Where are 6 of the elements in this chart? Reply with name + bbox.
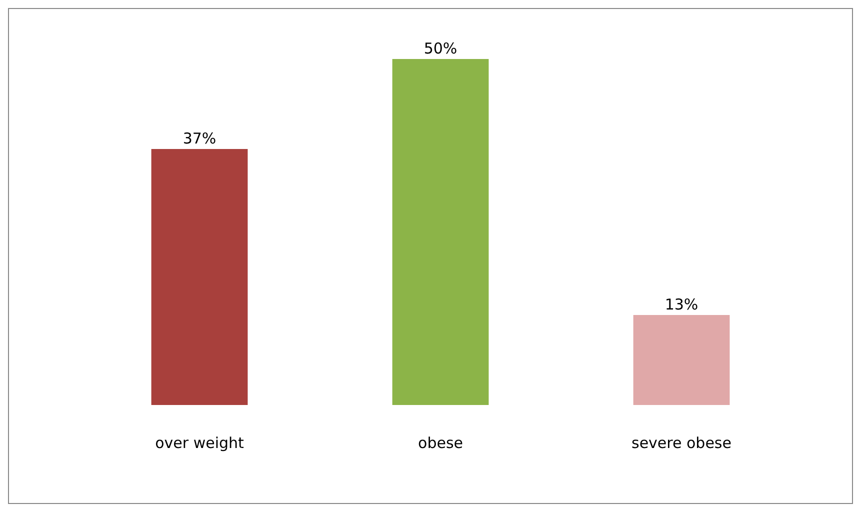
x-tick-label: obese xyxy=(418,434,463,452)
x-tick-label: severe obese xyxy=(632,434,732,452)
x-tick-label: over weight xyxy=(155,434,244,452)
data-label: 50% xyxy=(424,39,458,58)
data-label: 37% xyxy=(182,129,216,148)
data-label: 13% xyxy=(664,295,698,314)
